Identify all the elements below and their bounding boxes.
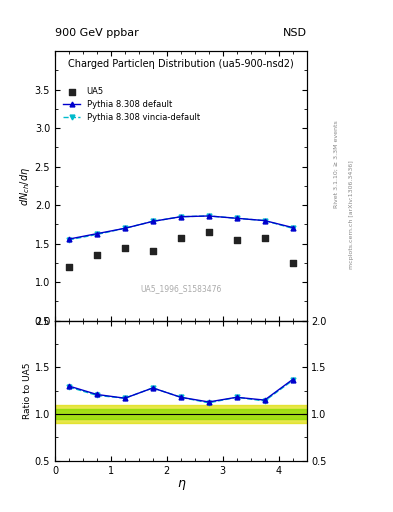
Y-axis label: Ratio to UA5: Ratio to UA5: [23, 362, 32, 419]
Line: Pythia 8.308 vincia-default: Pythia 8.308 vincia-default: [66, 214, 295, 242]
Text: mcplots.cern.ch [arXiv:1306.3436]: mcplots.cern.ch [arXiv:1306.3436]: [349, 161, 354, 269]
Pythia 8.308 vincia-default: [178, 214, 183, 220]
UA5: [94, 251, 100, 259]
Pythia 8.308 default: [206, 213, 211, 219]
UA5: [289, 259, 296, 267]
UA5: [122, 243, 128, 251]
Pythia 8.308 vincia-default: [123, 225, 127, 231]
UA5: [150, 247, 156, 255]
Pythia 8.308 vincia-default: [95, 231, 99, 238]
Text: UA5_1996_S1583476: UA5_1996_S1583476: [140, 284, 222, 293]
Y-axis label: $dN_{ch}/d\eta$: $dN_{ch}/d\eta$: [18, 166, 32, 205]
Pythia 8.308 vincia-default: [290, 225, 295, 231]
Bar: [55, 410, 307, 419]
Legend: UA5, Pythia 8.308 default, Pythia 8.308 vincia-default: UA5, Pythia 8.308 default, Pythia 8.308 …: [60, 83, 203, 125]
Pythia 8.308 default: [262, 218, 267, 224]
Pythia 8.308 vincia-default: [262, 218, 267, 224]
Text: Rivet 3.1.10; ≥ 3.3M events: Rivet 3.1.10; ≥ 3.3M events: [334, 120, 338, 208]
Pythia 8.308 vincia-default: [234, 215, 239, 221]
UA5: [261, 234, 268, 242]
Pythia 8.308 vincia-default: [67, 237, 72, 243]
Pythia 8.308 vincia-default: [151, 218, 155, 224]
Pythia 8.308 default: [123, 225, 127, 231]
UA5: [233, 236, 240, 244]
Pythia 8.308 default: [178, 214, 183, 220]
Pythia 8.308 default: [67, 236, 72, 242]
UA5: [178, 234, 184, 242]
UA5: [206, 228, 212, 236]
Text: Charged Particleη Distribution (ua5-900-nsd2): Charged Particleη Distribution (ua5-900-…: [68, 59, 294, 69]
Pythia 8.308 vincia-default: [206, 213, 211, 219]
Pythia 8.308 default: [234, 215, 239, 221]
Pythia 8.308 default: [151, 218, 155, 224]
Pythia 8.308 default: [95, 230, 99, 237]
Pythia 8.308 default: [290, 224, 295, 230]
UA5: [66, 263, 72, 271]
X-axis label: η: η: [177, 477, 185, 490]
Text: 900 GeV ppbar: 900 GeV ppbar: [55, 28, 139, 38]
Text: NSD: NSD: [283, 28, 307, 38]
Bar: [55, 405, 307, 423]
Line: Pythia 8.308 default: Pythia 8.308 default: [66, 214, 295, 242]
